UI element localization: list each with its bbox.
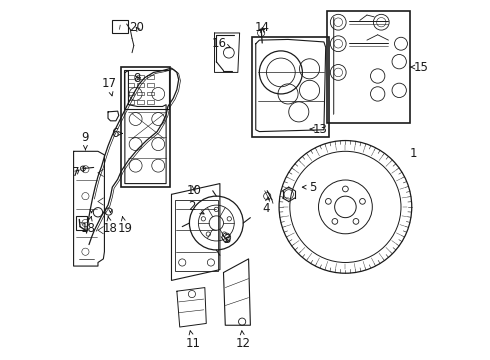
Bar bbox=[147, 92, 154, 95]
Bar bbox=[137, 100, 144, 104]
Bar bbox=[175, 200, 218, 271]
Text: 2: 2 bbox=[188, 201, 204, 214]
Bar bbox=[128, 83, 134, 87]
Text: 15: 15 bbox=[411, 60, 428, 73]
Bar bbox=[137, 83, 144, 87]
Text: 11: 11 bbox=[186, 331, 200, 350]
Bar bbox=[122, 67, 170, 187]
Text: 6: 6 bbox=[111, 127, 122, 140]
Bar bbox=[147, 83, 154, 87]
Text: 16: 16 bbox=[211, 36, 230, 50]
Text: 5: 5 bbox=[302, 181, 317, 194]
Text: 20: 20 bbox=[129, 22, 144, 35]
Bar bbox=[128, 100, 134, 104]
Bar bbox=[147, 100, 154, 104]
Bar bbox=[137, 92, 144, 95]
Text: 19: 19 bbox=[118, 217, 132, 235]
Text: 13: 13 bbox=[310, 122, 328, 136]
Bar bbox=[252, 37, 329, 137]
Bar bbox=[124, 69, 169, 109]
Text: 12: 12 bbox=[236, 331, 251, 350]
Bar bbox=[112, 21, 128, 33]
Text: 3: 3 bbox=[223, 233, 231, 246]
Text: 8: 8 bbox=[134, 72, 141, 85]
Text: 9: 9 bbox=[82, 131, 89, 150]
Text: 7: 7 bbox=[72, 166, 80, 179]
Text: 18: 18 bbox=[103, 217, 118, 235]
Text: 10: 10 bbox=[187, 184, 201, 197]
Bar bbox=[147, 75, 154, 78]
Text: 17: 17 bbox=[101, 77, 116, 96]
Text: 1: 1 bbox=[410, 147, 417, 159]
Bar bbox=[137, 75, 144, 78]
Bar bbox=[128, 92, 134, 95]
Text: 14: 14 bbox=[255, 22, 270, 35]
Bar bbox=[128, 75, 134, 78]
Text: 4: 4 bbox=[263, 197, 270, 215]
Text: 18: 18 bbox=[80, 217, 96, 235]
Bar bbox=[327, 12, 410, 123]
Bar bbox=[76, 216, 87, 230]
